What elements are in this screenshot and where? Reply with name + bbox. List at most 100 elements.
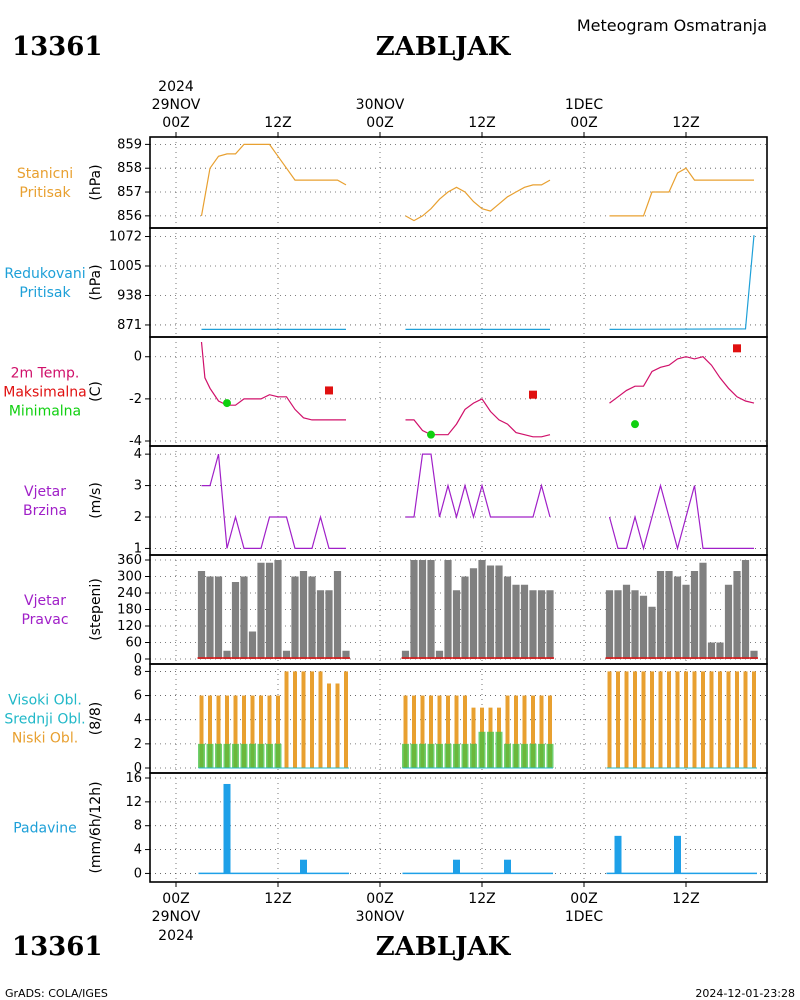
precip-bar [453, 859, 460, 874]
panel-unit: (m/s) [88, 482, 104, 519]
panel-label: Redukovani [4, 266, 85, 282]
series-line [405, 179, 551, 222]
station-name-bottom: ZABLJAK [376, 932, 512, 962]
winddir-bar [444, 560, 452, 659]
y-tick-label: 2 [134, 737, 142, 752]
cloud-low-bar [318, 671, 323, 768]
cloud-low-bar [216, 695, 221, 768]
panel-label: Padavine [13, 821, 77, 837]
cloud-mid-bar [478, 731, 486, 768]
cloud-low-bar [429, 695, 433, 768]
panel-unit: (C) [88, 381, 104, 402]
y-tick-label: 12 [125, 795, 142, 810]
winddir-bar [478, 560, 486, 659]
station-name-top: ZABLJAK [376, 32, 512, 62]
time-tick-bottom: 12Z [468, 891, 495, 907]
cloud-low-bar [658, 671, 663, 768]
cloud-low-bar [667, 671, 671, 768]
cloud-mid-bar [461, 743, 469, 768]
cloud-low-bar [301, 671, 306, 768]
date-label-bottom: 29NOV [152, 909, 201, 925]
series-line [608, 483, 754, 551]
winddir-bar [316, 590, 325, 659]
cloud-low-bar [701, 671, 705, 768]
y-tick-label: 1005 [109, 259, 142, 274]
winddir-bar [206, 576, 214, 659]
y-tick-label: 120 [117, 619, 142, 634]
panel-unit: (hPa) [88, 264, 104, 300]
cloud-mid-bar [546, 743, 554, 768]
cloud-mid-bar [529, 743, 537, 768]
winddir-bar [733, 571, 741, 659]
winddir-bar [265, 562, 274, 659]
cloud-low-bar [242, 695, 246, 768]
cloud-mid-bar [266, 743, 273, 768]
y-tick-label: 859 [117, 137, 142, 152]
y-tick-label: 856 [117, 209, 142, 224]
winddir-bar [682, 584, 690, 659]
cloud-mid-bar [512, 743, 520, 768]
y-tick-label: 2 [134, 510, 142, 525]
panel-label: Maksimalna [3, 385, 87, 401]
cloud-low-bar [463, 695, 467, 768]
winddir-bar [537, 590, 546, 659]
cloud-low-bar [624, 671, 629, 768]
time-tick-bottom: 12Z [672, 891, 699, 907]
series-line [405, 453, 551, 520]
y-tick-label: 0 [134, 350, 142, 365]
y-tick-label: 857 [117, 185, 142, 200]
winddir-bar [716, 642, 724, 659]
precip-bar [614, 835, 622, 874]
y-tick-label: 3 [134, 479, 142, 494]
cloud-low-bar [539, 695, 544, 768]
panel-label: Stanicni [17, 166, 73, 182]
temp-line [200, 341, 346, 421]
cloud-mid-bar [402, 743, 409, 768]
winddir-bar [401, 650, 410, 659]
winddir-bar [452, 590, 461, 659]
cloud-mid-bar [198, 743, 205, 768]
cloud-mid-bar [453, 743, 460, 768]
winddir-bar [529, 590, 537, 659]
winddir-bar [631, 590, 639, 659]
cloud-low-bar [735, 671, 739, 768]
precip-bar [504, 859, 511, 874]
y-tick-label: -4 [129, 434, 142, 449]
y-tick-label: 16 [125, 771, 142, 786]
panel-label: Pritisak [19, 185, 71, 201]
date-label-top: 30NOV [356, 97, 405, 113]
panel-label: Vjetar [24, 484, 66, 500]
cloud-low-bar [471, 707, 476, 768]
cloud-low-bar [259, 695, 263, 768]
winddir-bar [333, 571, 342, 659]
cloud-low-bar [420, 695, 425, 768]
winddir-bar [282, 650, 291, 659]
panel-label: Brzina [23, 503, 67, 519]
y-tick-label: 1072 [109, 230, 142, 245]
cloud-mid-bar [444, 743, 452, 768]
winddir-bar [469, 568, 478, 659]
y-tick-label: 6 [134, 689, 142, 704]
date-label-top: 29NOV [152, 97, 201, 113]
y-tick-label: 858 [117, 161, 142, 176]
cloud-low-bar [344, 671, 348, 768]
cloud-mid-bar [249, 743, 256, 768]
cloud-low-bar [276, 695, 280, 768]
y-tick-label: 8 [134, 819, 142, 834]
cloud-mid-bar [215, 743, 222, 768]
winddir-bar [435, 650, 444, 659]
time-tick-top: 00Z [570, 115, 597, 131]
winddir-bar [486, 565, 495, 659]
panel-label: Pritisak [19, 285, 71, 301]
panel-label: Vjetar [24, 593, 66, 609]
cloud-mid-bar [206, 743, 214, 768]
winddir-bar [291, 576, 299, 659]
winddir-bar [257, 562, 265, 659]
tmin-marker [631, 420, 639, 429]
cloud-low-bar [335, 683, 340, 768]
time-tick-top: 00Z [366, 115, 393, 131]
precip-bar [674, 835, 681, 874]
tmax-marker [325, 386, 333, 395]
cloud-mid-bar [436, 743, 443, 768]
